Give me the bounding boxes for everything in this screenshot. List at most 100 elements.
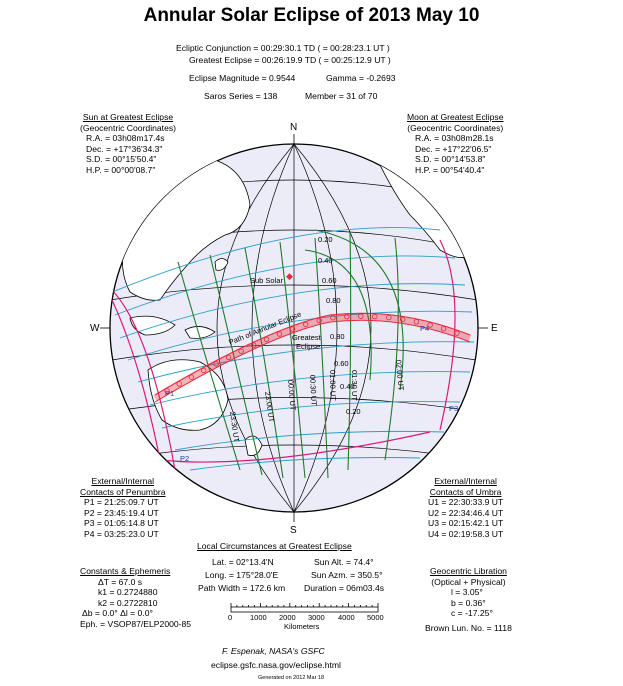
libration-brown: Brown Lun. No. = 1118 [425,622,512,633]
annular-path [153,312,472,403]
path-marker [164,388,170,394]
moon-dec: Dec. = +17°22'06.5" [415,143,492,154]
scale-tick-5: 5000 [367,613,384,622]
libration-b: b = 0.36° [451,597,486,608]
compass: N S W E [90,122,498,536]
time-label-0000: 00:00 UT [286,379,298,411]
member-line: Member = 31 of 70 [305,91,378,101]
sun-subtitle: (Geocentric Coordinates) [80,122,177,133]
footer-url[interactable]: eclipse.gsfc.nasa.gov/eclipse.html [211,660,341,670]
path-marker [250,342,257,348]
umbra-u2: U2 = 22:34:46.4 UT [428,507,504,518]
umbra-title-2: Contacts of Umbra [429,486,502,497]
mag-label-3: 0.80 [326,296,341,305]
mag-label-5: 0.60 [334,359,349,368]
time-label-0030: 00:30 UT [308,375,319,407]
path-marker [200,367,207,374]
sun-ra: R.A. = 03h08m17.4s [86,133,165,143]
penumbra-p1: P1 = 21:25:09.7 UT [84,497,159,507]
local-duration: Duration = 06m03.4s [304,583,385,593]
moon-subtitle: (Geocentric Coordinates) [407,122,504,133]
constants-db-dl: Δb = 0.0° Δl = 0.0° [82,608,153,618]
path-marker [454,330,460,336]
constants-title: Constants & Ephemeris [80,566,171,576]
p1-label: P1 [165,389,174,398]
moon-title: Moon at Greatest Eclipse [407,112,504,122]
sub-solar-marker: ◆ [286,271,293,281]
path-marker [427,322,433,328]
penumbra-grid [110,227,475,471]
compass-south: S [290,525,297,536]
constants-k2: k2 = 0.2722810 [98,597,158,608]
path-marker [263,336,270,343]
mag-label-2: 0.60 [322,276,337,285]
moon-ra: R.A. = 03h08m28.1s [415,133,494,143]
path-marker [372,313,378,320]
compass-east: E [491,323,498,334]
greatest-label-2: Eclipse [296,342,320,351]
path-marker [358,313,364,319]
japan-land [214,258,229,271]
conjunction-line: Ecliptic Conjunction = 00:29:30.1 TD ( =… [176,43,390,53]
libration-subtitle: (Optical + Physical) [431,576,506,587]
moon-hp: H.P. = 00°54'40.4" [415,164,485,175]
constants-block: Constants & Ephemeris ΔT = 67.0 s k1 = 0… [80,566,191,629]
local-alt: Sun Alt. = 74.4° [314,557,374,567]
scale-tick-0: 0 [228,613,233,622]
saros-line: Saros Series = 138 [204,91,278,101]
p2-label: P2 [180,454,189,463]
p3-label: P3 [449,404,458,413]
greatest-label-1: Greatest [292,333,322,342]
scale-unit: Kilometers [284,622,320,631]
compass-west: W [90,323,100,334]
penumbra-p4: P4 = 03:25:23.0 UT [84,528,159,539]
sun-dec: Dec. = +17°36'34.3" [86,143,163,154]
umbra-block: External/Internal Contacts of Umbra U1 =… [428,476,503,539]
sun-block: Sun at Greatest Eclipse (Geocentric Coor… [80,112,176,175]
path-marker [188,374,195,380]
penumbra-block: External/Internal Contacts of Penumbra P… [80,476,166,539]
scale-tick-3: 3000 [308,613,325,622]
new-zealand-land [244,435,263,456]
libration-title: Geocentric Libration [429,566,507,576]
time-label-2330: 23:30 UT [228,411,241,443]
path-marker [440,326,447,332]
penumbra-title-2: Contacts of Penumbra [80,486,166,497]
local-azm: Sun Azm. = 350.5° [311,570,383,580]
path-marker [176,381,182,387]
mag-label-0: 0.20 [318,235,333,244]
greatest-line: Greatest Eclipse = 00:26:19.9 TD ( = 00:… [189,55,391,65]
time-label-0200: 02:00 UT [394,359,406,391]
penumbra-title-1: External/Internal [91,476,155,486]
path-marker [386,314,392,321]
sub-solar-label: Sub Solar [250,276,283,285]
page-title: Annular Solar Eclipse of 2013 May 10 [143,5,480,26]
constants-eph: Eph. = VSOP87/ELP2000-85 [80,618,192,629]
umbra-u3: U3 = 02:15:42.1 UT [428,518,504,528]
constants-k1: k1 = 0.2724880 [98,587,158,597]
australia-land [147,359,229,431]
moon-block: Moon at Greatest Eclipse (Geocentric Coo… [407,112,504,175]
path-marker [344,313,350,320]
path-marker [289,326,296,332]
scale-tick-4: 4000 [338,613,355,622]
new-guinea-land [184,326,216,339]
penumbra-p3: P3 = 01:05:14.8 UT [84,518,159,528]
time-label-2300: 23:00 UT [263,391,276,423]
mag-label-7: 0.20 [346,407,361,416]
sun-hp: H.P. = 00°00'08.7" [86,164,156,175]
local-width: Path Width = 172.6 km [198,583,286,593]
path-marker [413,319,420,325]
sun-sd: S.D. = 00°15'50.4" [86,154,157,164]
scale-bar [230,603,379,613]
moon-sd: S.D. = 00°14'53.8" [415,154,486,164]
libration-block: Geocentric Libration (Optical + Physical… [425,566,512,633]
time-label-0100: 01:00 UT [328,370,338,401]
umbra-title-1: External/Internal [434,476,497,486]
path-marker [330,315,336,321]
local-lat: Lat. = 02°13.4'N [212,557,274,567]
path-marker [400,316,406,323]
scale-tick-2: 2000 [279,613,296,622]
constants-dt: ΔT = 67.0 s [98,576,143,587]
path-marker [276,331,283,337]
